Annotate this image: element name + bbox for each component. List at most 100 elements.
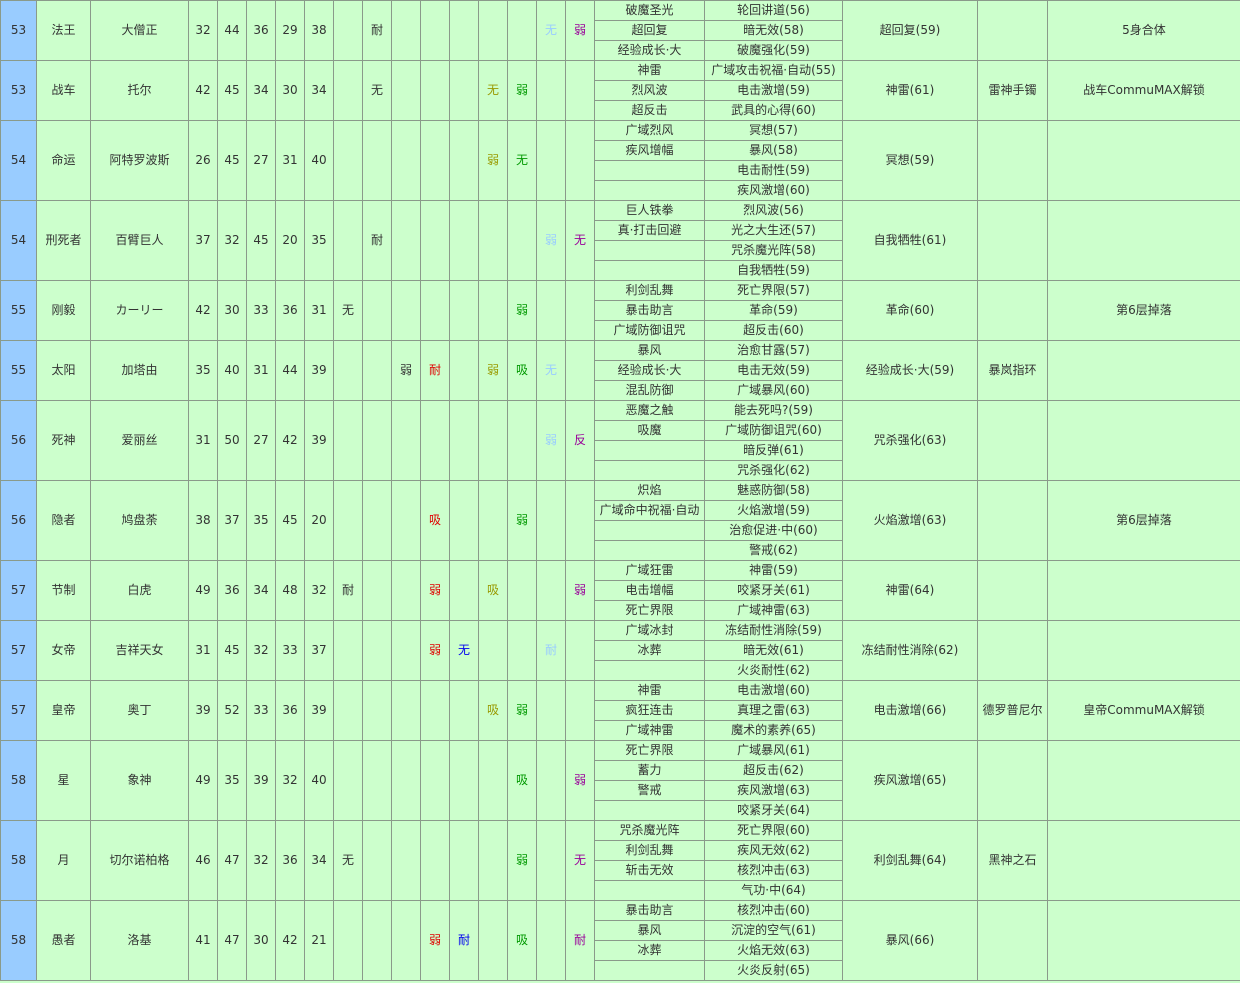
level: 58 [0,900,37,981]
table-row: 利剑乱舞 疾风无效(62) [1,840,1240,861]
stat: 36 [275,820,305,901]
arcana: 女帝 [36,620,91,681]
table-row: 暴风 沉淀的空气(61) [1,920,1240,941]
learned-skill: 疾风激增(63) [704,780,843,801]
skill [594,240,705,261]
stat: 38 [304,0,334,61]
learned-skill: 火焰激增(59) [704,500,843,521]
learned-skill: 火炎耐性(62) [704,660,843,681]
learned-skill: 火焰无效(63) [704,940,843,961]
resistance [333,900,363,981]
stat: 35 [246,480,276,561]
inherit-skill: 自我牺牲(61) [842,200,978,281]
inherit-skill: 咒杀强化(63) [842,400,978,481]
skill [594,440,705,461]
skill [594,960,705,981]
resistance [565,280,595,341]
resistance [333,0,363,61]
resistance [391,900,421,981]
learned-skill: 暗反弹(61) [704,440,843,461]
inherit-skill: 经验成长·大(59) [842,340,978,401]
item [977,120,1048,201]
resistance [565,620,595,681]
skill: 蓄力 [594,760,705,781]
stat: 39 [246,740,276,821]
stat: 40 [304,740,334,821]
table-row: 混乱防御 广域暴风(60) [1,380,1240,401]
table-row: 54 命运 阿特罗波斯 26 45 27 31 40 弱无 广域烈风 冥想(57) 冥想(59) [0,120,1240,201]
inherit-skill: 冥想(59) [842,120,978,201]
persona-name: 鸠盘荼 [90,480,189,561]
resistance: 无 [362,60,392,121]
inherit-skill: 利剑乱舞(64) [842,820,978,901]
learned-skill: 烈风波(56) [704,200,843,221]
resistance [536,680,566,741]
resistance [362,560,392,621]
learned-skill: 核烈冲击(63) [704,860,843,881]
resistance [536,280,566,341]
persona-name: カーリー [90,280,189,341]
persona-name: 奥丁 [90,680,189,741]
resistance [478,740,508,821]
table-row: 真·打击回避 光之大生还(57) [1,220,1240,241]
stat: 40 [217,340,247,401]
resistance: 吸 [478,680,508,741]
resistance [507,560,537,621]
skill [594,180,705,201]
level: 55 [0,340,37,401]
resistance [391,200,421,281]
resistance [333,60,363,121]
resistance [333,200,363,281]
resistance [449,680,479,741]
table-row: 烈风波 电击激增(59) [1,80,1240,101]
arcana: 命运 [36,120,91,201]
resistance [391,740,421,821]
stat: 27 [246,400,276,481]
note: 第6层掉落 [1047,280,1240,341]
level: 53 [0,60,37,121]
resistance: 无 [333,280,363,341]
table-row: 蓄力 超反击(62) [1,760,1240,781]
skill: 广域命中祝福·自动 [594,500,705,521]
item [977,620,1048,681]
skill [594,660,705,681]
resistance [420,200,450,281]
resistance [362,280,392,341]
stat: 45 [275,480,305,561]
learned-skill: 真理之雷(63) [704,700,843,721]
resistance: 弱 [507,480,537,561]
stat: 31 [246,340,276,401]
resistance [333,740,363,821]
stat: 20 [275,200,305,281]
stat: 35 [217,740,247,821]
resistance [536,820,566,901]
resistance [507,200,537,281]
resistance [333,340,363,401]
resistance [362,680,392,741]
resistance [420,0,450,61]
stat: 44 [275,340,305,401]
skill: 疾风增幅 [594,140,705,161]
note: 战车CommuMAX解锁 [1047,60,1240,121]
resistance [449,60,479,121]
note [1047,900,1240,981]
note [1047,740,1240,821]
learned-skill: 暗无效(61) [704,640,843,661]
table-row: 57 女帝 吉祥天女 31 45 32 33 37 弱无耐 广域冰封 冻结耐性消除(59) 冻结耐性消… [0,620,1240,681]
resistance: 无 [333,820,363,901]
skill: 利剑乱舞 [594,280,705,301]
stat: 20 [304,480,334,561]
arcana: 刚毅 [36,280,91,341]
learned-skill: 广域攻击祝福·自动(55) [704,60,843,81]
level: 56 [0,480,37,561]
level: 56 [0,400,37,481]
resistance [478,820,508,901]
level: 57 [0,560,37,621]
learned-skill: 电击耐性(59) [704,160,843,181]
resistance [565,480,595,561]
inherit-skill: 暴风(66) [842,900,978,981]
arcana: 死神 [36,400,91,481]
stat: 39 [188,680,218,741]
learned-skill: 咬紧牙关(64) [704,800,843,821]
learned-skill: 广域神雷(63) [704,600,843,621]
